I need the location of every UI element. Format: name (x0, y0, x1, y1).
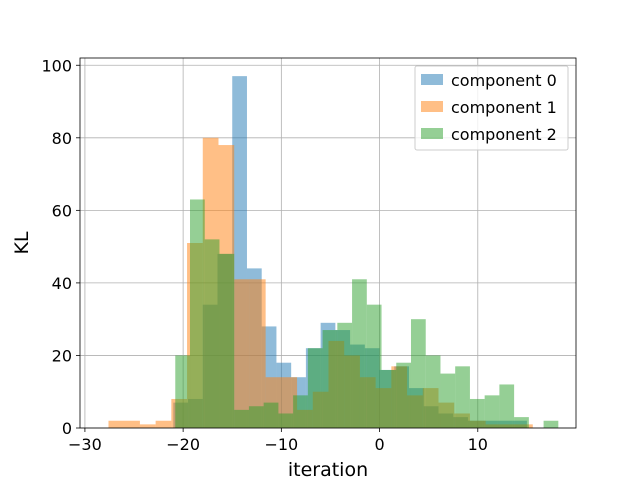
histogram-bar (322, 330, 338, 428)
histogram-bar (381, 369, 397, 428)
legend-box (414, 65, 569, 151)
histogram-bar (484, 395, 500, 428)
histogram-bar (248, 406, 264, 428)
plot-frame (79, 57, 577, 429)
x-axis-label: iteration (288, 459, 368, 480)
histogram-bar (543, 420, 559, 428)
histogram-bar (278, 413, 294, 428)
histogram-bar (440, 373, 456, 428)
histogram-bar (249, 279, 266, 428)
histogram-bar (337, 322, 353, 428)
histogram-bar (469, 398, 485, 428)
histogram-bar (514, 417, 529, 428)
legend: component 0 component 1 component 2 (414, 65, 569, 151)
histogram-bar (263, 402, 279, 428)
histogram-bar (366, 304, 382, 428)
legend-label: component 2 (451, 125, 557, 144)
legend-swatch (421, 128, 443, 139)
series-2-bars (175, 199, 559, 428)
histogram-bar (234, 279, 250, 428)
histogram-bar (425, 355, 441, 428)
y-tick-label: 0 (62, 419, 72, 438)
y-axis-label: KL (11, 231, 33, 254)
histogram-bars (108, 76, 559, 428)
legend-swatch (421, 74, 443, 85)
histogram-bar (499, 384, 515, 428)
histogram-bar (219, 253, 235, 428)
legend-swatch (421, 101, 443, 112)
histogram-bar (234, 409, 249, 428)
histogram-bar (155, 420, 172, 428)
histogram-bar (352, 279, 367, 428)
y-tick-label: 60 (52, 201, 72, 220)
histogram-bar (108, 420, 140, 428)
histogram-bar (455, 366, 470, 428)
histogram-bar (293, 395, 308, 428)
histogram-bar (139, 424, 156, 428)
legend-label: component 0 (451, 71, 557, 90)
histogram-bar (204, 239, 220, 428)
y-tick-label: 100 (41, 56, 72, 75)
legend-label: component 1 (451, 98, 557, 117)
x-tick-label: 10 (468, 435, 488, 454)
histogram-bar (307, 348, 323, 428)
y-tick-label: 20 (52, 346, 72, 365)
histogram-bar (396, 362, 411, 428)
y-tick-label: 80 (52, 129, 72, 148)
x-tick-label: 0 (374, 435, 384, 454)
x-tick-label: −10 (264, 435, 298, 454)
histogram-bar (190, 199, 205, 428)
x-tick-label: −20 (166, 435, 200, 454)
histogram-bar (175, 355, 191, 428)
y-tick-label: 40 (52, 274, 72, 293)
x-tick-label: −30 (68, 435, 102, 454)
histogram-bar (410, 319, 426, 428)
